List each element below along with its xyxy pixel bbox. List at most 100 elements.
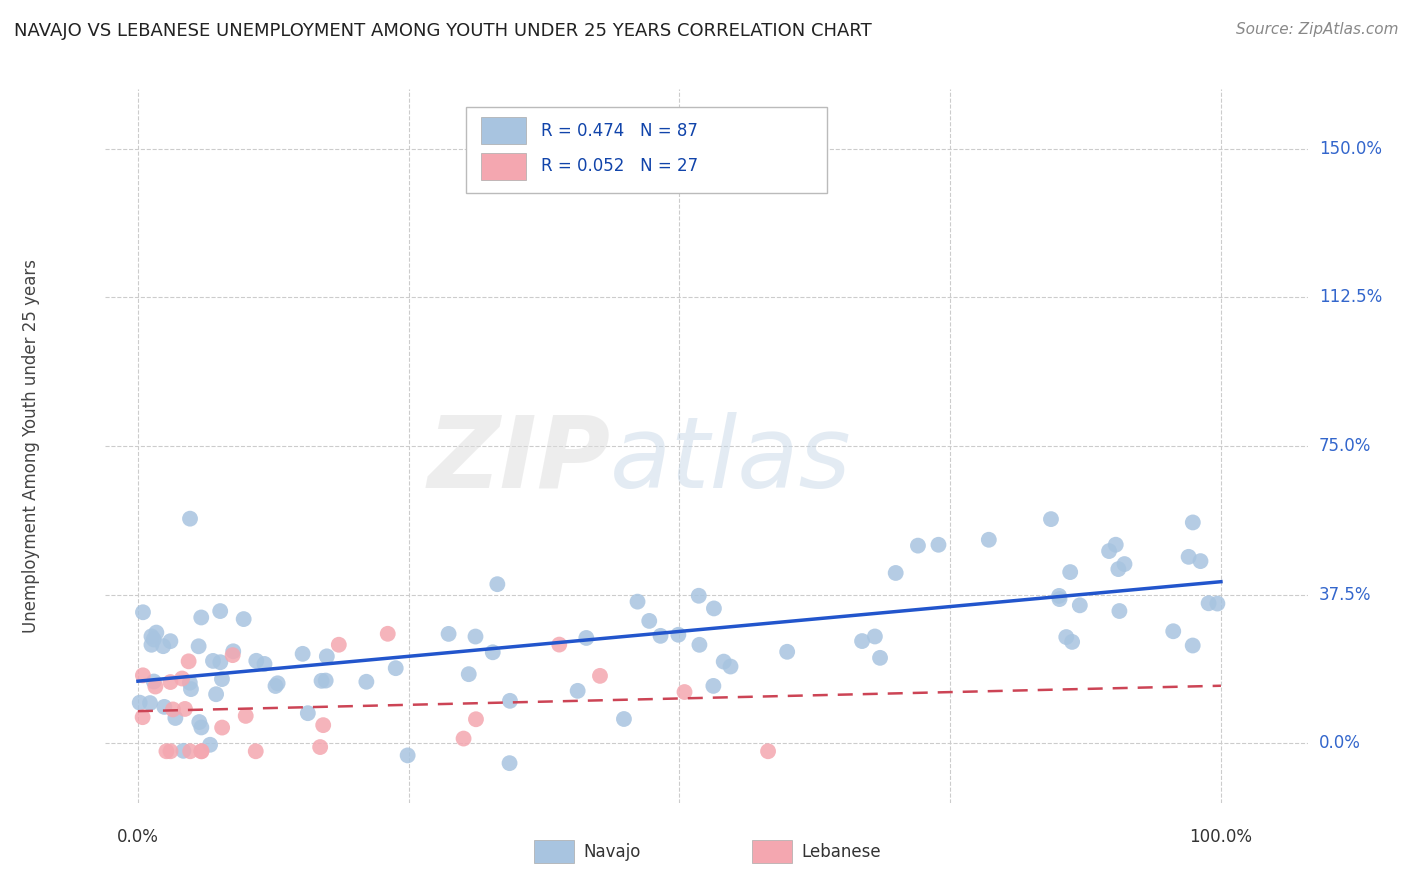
Point (190, 610, 212, 624)
Point (1098, 544, 1121, 558)
Point (688, 589, 710, 603)
Point (145, 625, 167, 640)
Point (1198, 596, 1220, 610)
Point (266, 676, 288, 690)
Point (159, 634, 181, 648)
Point (209, 604, 232, 618)
Text: 100.0%: 100.0% (1189, 828, 1253, 846)
Point (205, 687, 228, 701)
Text: 75.0%: 75.0% (1319, 437, 1371, 455)
Point (131, 710, 153, 724)
Point (626, 594, 648, 608)
Point (499, 694, 522, 708)
Point (264, 679, 287, 693)
Point (869, 650, 891, 665)
Point (1039, 512, 1062, 526)
Point (253, 657, 276, 671)
Point (152, 639, 174, 653)
Point (209, 655, 232, 669)
Point (638, 614, 661, 628)
Text: 37.5%: 37.5% (1319, 586, 1371, 604)
Text: Unemployment Among Youth under 25 years: Unemployment Among Youth under 25 years (22, 259, 39, 633)
Point (177, 654, 200, 668)
Point (575, 631, 598, 645)
Point (1049, 592, 1071, 607)
Point (1206, 597, 1229, 611)
Point (190, 721, 212, 735)
Point (312, 718, 335, 732)
Point (688, 638, 710, 652)
Point (396, 748, 419, 763)
Point (315, 673, 337, 688)
Point (465, 712, 488, 726)
Point (1189, 554, 1212, 568)
Point (311, 673, 333, 688)
Point (1181, 516, 1204, 530)
Point (1047, 589, 1070, 603)
Point (863, 630, 886, 644)
Point (907, 539, 929, 553)
Point (141, 638, 163, 652)
Point (1062, 635, 1084, 649)
Point (315, 649, 337, 664)
Point (453, 731, 475, 746)
Point (384, 661, 406, 675)
Point (1054, 630, 1077, 644)
Text: ZIP: ZIP (427, 412, 610, 508)
Point (211, 672, 233, 686)
Point (128, 696, 150, 710)
Point (1114, 557, 1136, 571)
Point (457, 667, 479, 681)
Point (1107, 562, 1129, 576)
Text: R = 0.474   N = 87: R = 0.474 N = 87 (541, 121, 697, 139)
Text: 0.0%: 0.0% (1319, 734, 1361, 752)
Point (153, 699, 176, 714)
Point (548, 638, 571, 652)
Point (666, 628, 689, 642)
Point (309, 740, 332, 755)
Point (187, 640, 209, 654)
Point (159, 675, 181, 690)
Point (172, 744, 194, 758)
Point (245, 744, 267, 758)
Point (328, 638, 350, 652)
Point (589, 669, 612, 683)
Text: 150.0%: 150.0% (1319, 140, 1382, 158)
Point (232, 612, 254, 626)
Point (159, 744, 181, 758)
Point (179, 675, 201, 690)
FancyBboxPatch shape (465, 107, 827, 193)
Point (170, 672, 193, 686)
Point (613, 712, 636, 726)
Point (142, 632, 165, 647)
Point (437, 627, 460, 641)
Point (179, 744, 201, 758)
Point (650, 629, 672, 643)
Point (1069, 599, 1091, 613)
Text: Navajo: Navajo (583, 843, 641, 861)
Point (198, 738, 221, 752)
FancyBboxPatch shape (481, 153, 526, 180)
Point (141, 629, 163, 643)
Point (139, 696, 162, 710)
Point (211, 721, 233, 735)
Point (132, 668, 155, 682)
Point (977, 533, 1000, 547)
Text: Lebanese: Lebanese (801, 843, 882, 861)
Point (673, 685, 696, 699)
Point (221, 648, 243, 662)
Point (884, 566, 907, 580)
Point (222, 644, 245, 658)
Text: Source: ZipAtlas.com: Source: ZipAtlas.com (1236, 22, 1399, 37)
Text: 112.5%: 112.5% (1319, 288, 1382, 306)
Text: atlas: atlas (610, 412, 852, 508)
Point (776, 645, 799, 659)
Point (1105, 538, 1128, 552)
Point (703, 601, 725, 615)
Point (567, 683, 589, 698)
Point (1181, 639, 1204, 653)
Point (486, 577, 509, 591)
Point (180, 682, 202, 697)
Point (927, 538, 949, 552)
Point (245, 654, 267, 668)
